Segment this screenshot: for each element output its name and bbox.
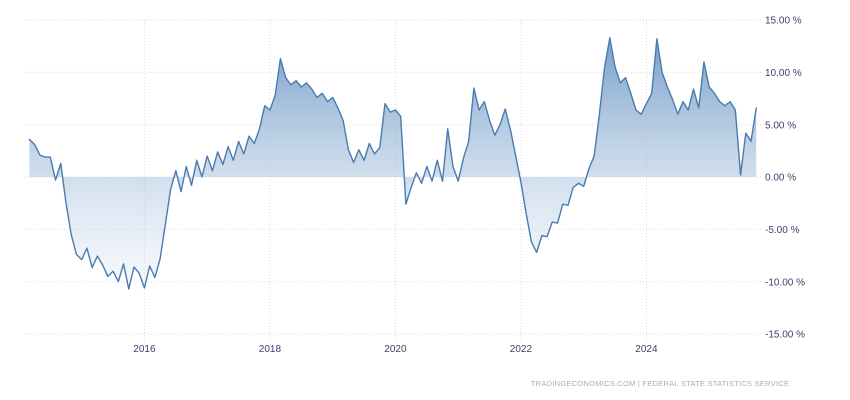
svg-text:2024: 2024 bbox=[635, 344, 658, 355]
svg-text:0.00 %: 0.00 % bbox=[765, 173, 796, 184]
svg-text:5.00 %: 5.00 % bbox=[765, 120, 796, 131]
svg-text:2018: 2018 bbox=[259, 344, 282, 355]
svg-text:2016: 2016 bbox=[133, 344, 156, 355]
svg-text:-10.00 %: -10.00 % bbox=[765, 277, 805, 288]
svg-text:-15.00 %: -15.00 % bbox=[765, 330, 805, 341]
svg-text:2020: 2020 bbox=[384, 344, 407, 355]
svg-text:15.00 %: 15.00 % bbox=[765, 16, 802, 27]
svg-text:TRADINGECONOMICS.COM | FEDER: TRADINGECONOMICS.COM | FEDERAL STATE STA… bbox=[531, 379, 789, 388]
svg-text:-5.00 %: -5.00 % bbox=[765, 225, 800, 236]
svg-text:2022: 2022 bbox=[510, 344, 533, 355]
svg-text:10.00 %: 10.00 % bbox=[765, 68, 802, 79]
